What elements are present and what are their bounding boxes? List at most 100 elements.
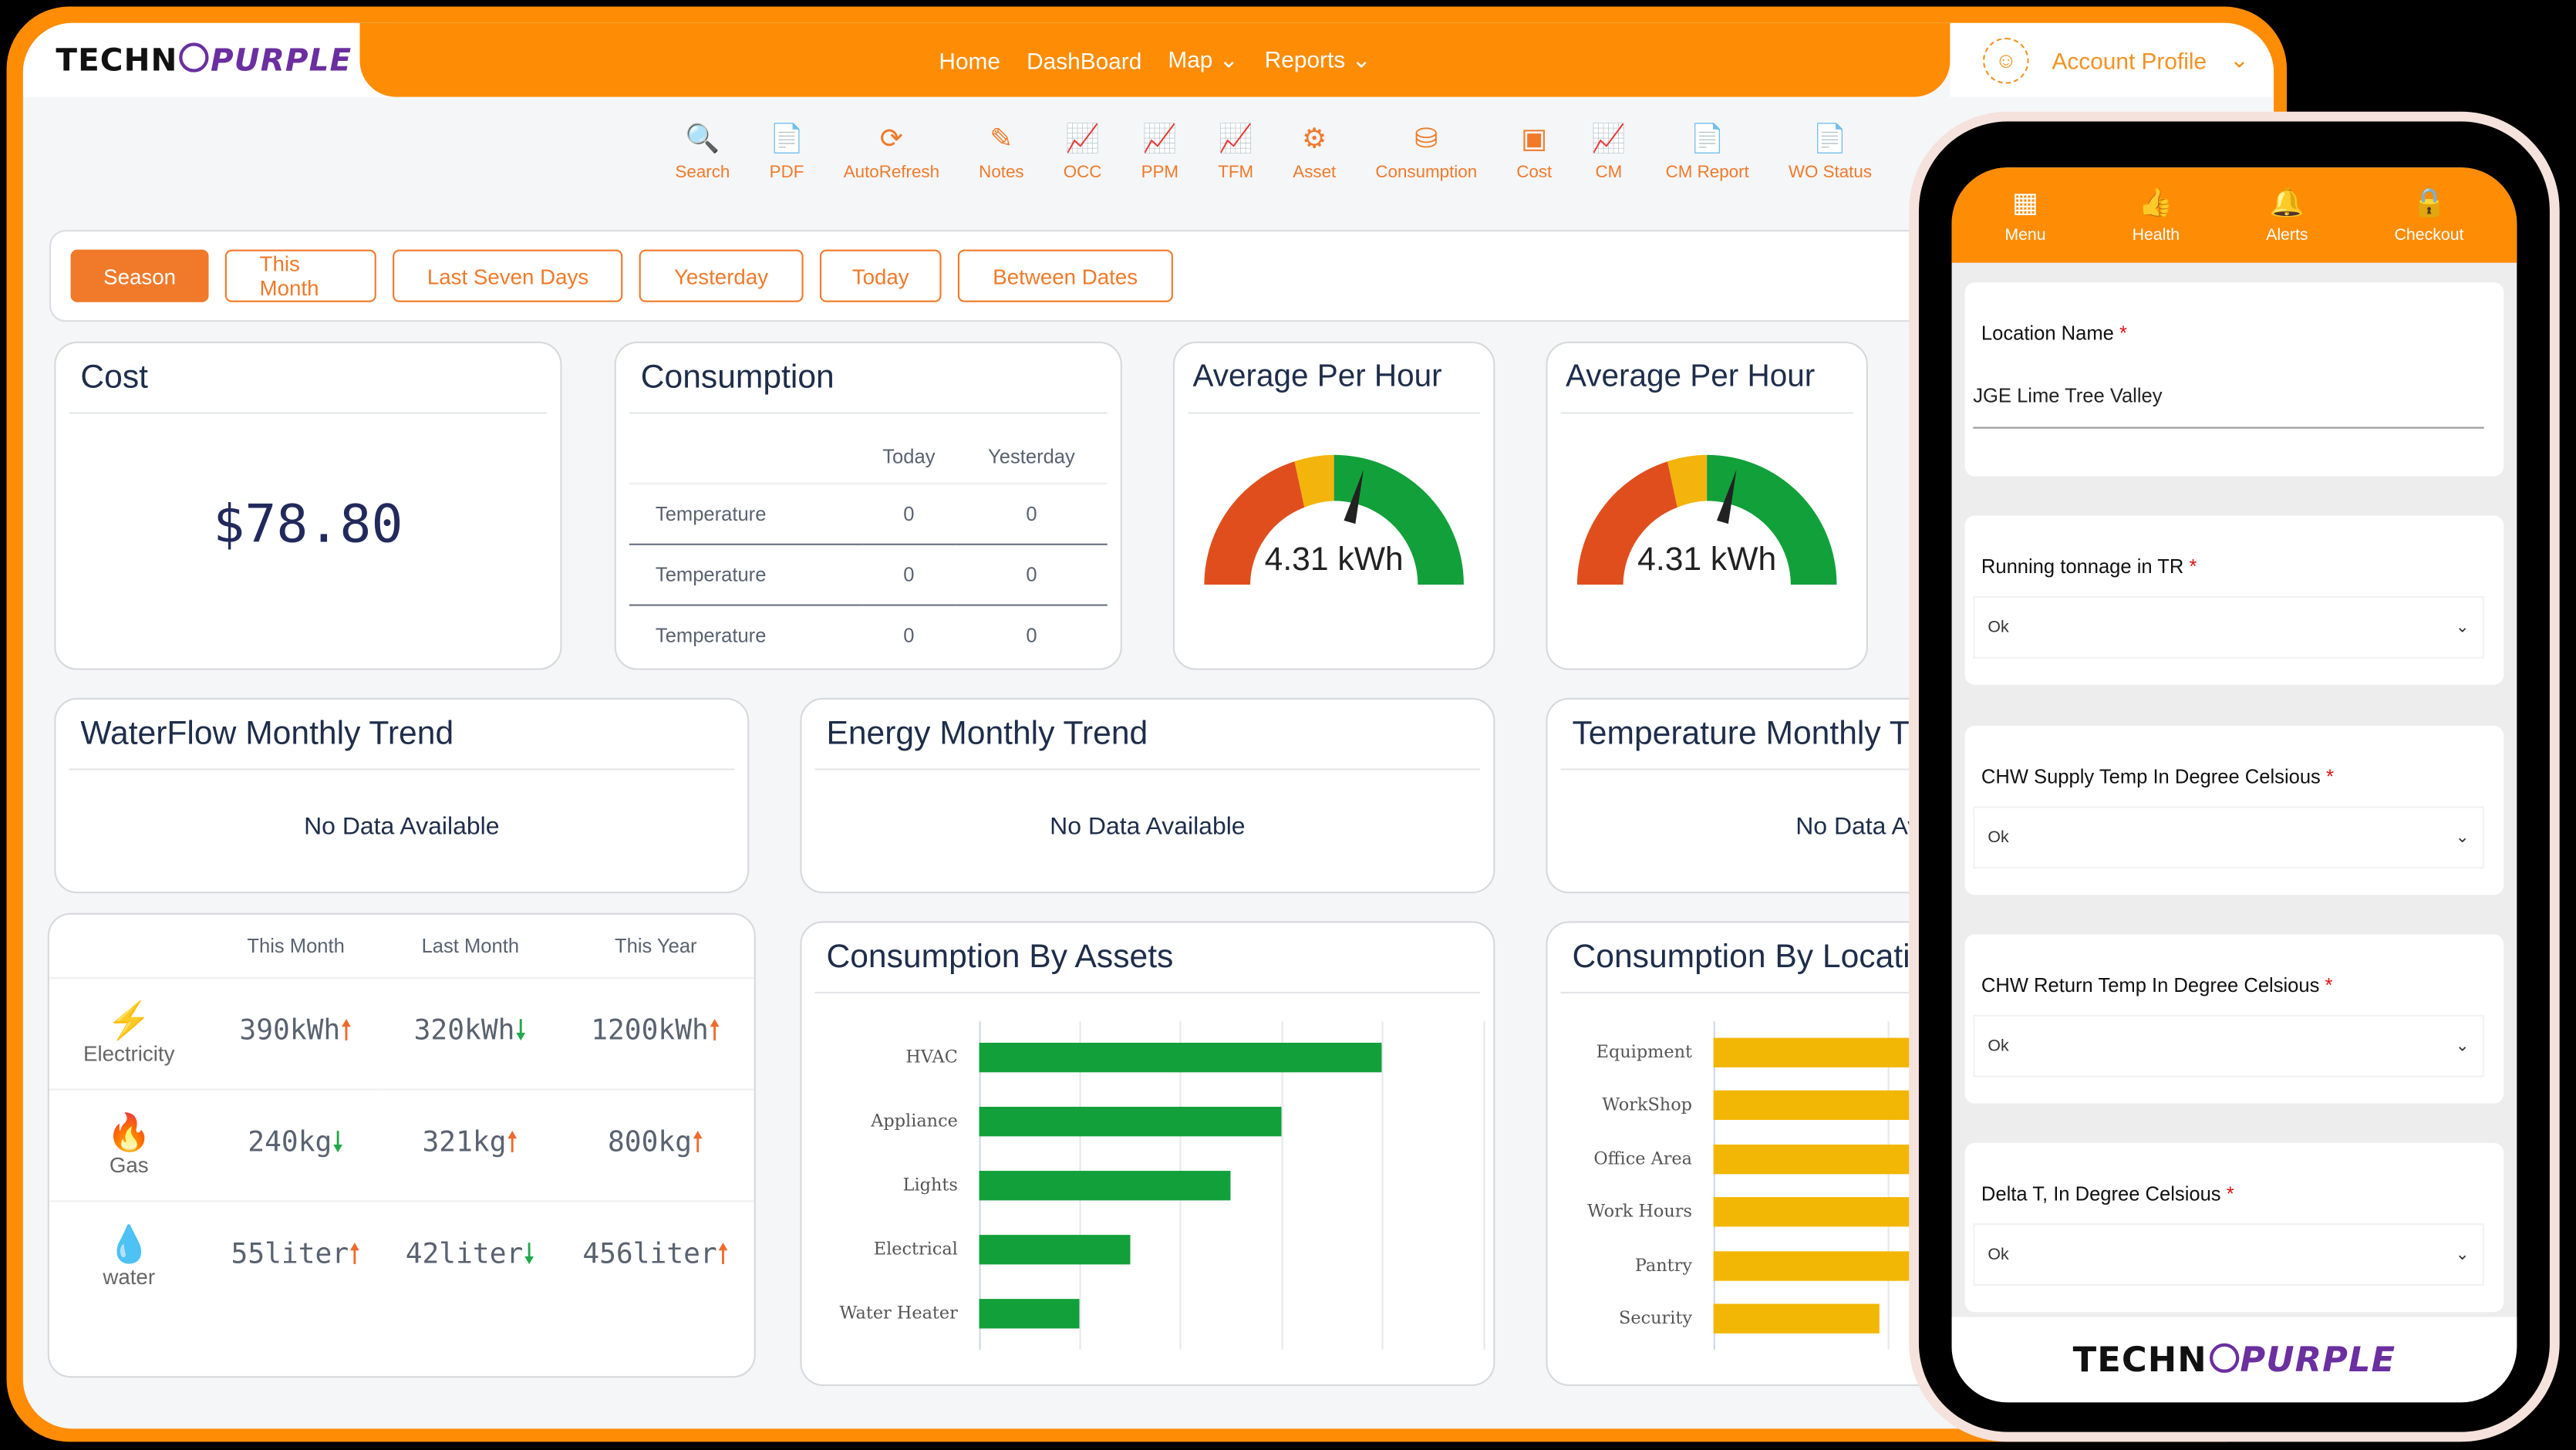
tool-label: TFM <box>1218 162 1254 183</box>
no-data-message: No Data Available <box>304 812 500 841</box>
field-label: Delta T, In Degree Celsious * <box>1981 1182 2234 1206</box>
tool-autorefresh[interactable]: ⟳ AutoRefresh <box>844 122 939 183</box>
mobile-device: ▦ Menu 👍 Health 🔔 Alerts 🔒 Checkout Location… <box>1909 111 2560 1442</box>
utility-table: This Month Last Month This Year ⚡ Electrici… <box>49 914 754 1312</box>
mobile-nav-alerts[interactable]: 🔔 Alerts <box>2266 186 2308 244</box>
account-profile-label: Account Profile <box>2052 46 2207 73</box>
tool-asset[interactable]: ⚙ Asset <box>1293 122 1336 183</box>
top-nav: Home DashBoard Map ⌄ Reports ⌄ <box>359 22 1951 97</box>
chw-supply-temp-select[interactable]: Ok ⌄ <box>1973 806 2484 869</box>
delta-t-select[interactable]: Ok ⌄ <box>1973 1223 2484 1286</box>
gauge-value: 4.31 kWh <box>1264 541 1404 578</box>
nav-map[interactable]: Map ⌄ <box>1168 46 1238 74</box>
mobile-nav-checkout[interactable]: 🔒 Checkout <box>2394 186 2464 244</box>
tool-label: CM <box>1595 162 1623 183</box>
tool-cm-report[interactable]: 📄 CM Report <box>1666 122 1749 183</box>
nav-dashboard[interactable]: DashBoard <box>1027 46 1142 73</box>
bar-water-heater: Water Heater <box>801 1299 1080 1329</box>
gauge-card-2: Average Per Hour 4.31 kWh <box>1546 341 1868 670</box>
filter-season-button[interactable]: Season <box>70 249 209 302</box>
running-tonnage-select[interactable]: Ok ⌄ <box>1973 595 2484 659</box>
gauge-chart: 4.31 kWh <box>1548 443 1866 592</box>
tool-pdf[interactable]: 📄 PDF <box>769 122 804 183</box>
user-avatar-icon: ☺ <box>1983 36 2029 83</box>
assets-bar-chart: HVAC Appliance Lights Electrical Water H… <box>801 1021 1493 1384</box>
coins-icon: ⛁ <box>1414 123 1438 155</box>
row-label: Gas <box>109 1152 149 1178</box>
row-label: water <box>103 1264 156 1290</box>
card-title: Cost <box>80 359 148 396</box>
cost-value: $78.80 <box>213 492 403 555</box>
toolbar: 🔍 Search 📄 PDF ⟳ AutoRefresh ✎ Notes 📈 OCC 📈 P… <box>656 122 1892 183</box>
card-title: Consumption <box>640 359 835 396</box>
tool-cm[interactable]: 📈 CM <box>1591 122 1626 183</box>
location-name-input[interactable]: JGE Lime Tree Valley <box>1973 384 2163 408</box>
arrow-up-icon: 🠕 <box>349 1238 361 1271</box>
tool-ppm[interactable]: 📈 PPM <box>1141 122 1178 183</box>
tool-label: WO Status <box>1788 162 1873 183</box>
nav-home[interactable]: Home <box>939 46 1000 73</box>
arrow-up-icon: 🠕 <box>506 1126 519 1160</box>
line-chart-icon: 📈 <box>1591 123 1627 155</box>
document-icon: 📄 <box>1690 123 1725 155</box>
col-this-month: This Month <box>208 914 383 979</box>
brand-logo[interactable]: TECHN PURPLE <box>22 22 393 97</box>
card-title: Average Per Hour <box>1192 359 1442 394</box>
filter-last-seven-days-button[interactable]: Last Seven Days <box>393 249 623 302</box>
table-row: Temperature 0 0 <box>629 544 1108 606</box>
filter-yesterday-button[interactable]: Yesterday <box>639 249 803 302</box>
utility-summary-card: This Month Last Month This Year ⚡ Electrici… <box>47 912 756 1378</box>
lock-icon: 🔒 <box>2411 186 2447 218</box>
tool-wo-status[interactable]: 📄 WO Status <box>1789 122 1872 183</box>
tool-tfm[interactable]: 📈 TFM <box>1218 122 1253 183</box>
table-row: ⚡ Electricity 390kWh🠕 320kWh🠗 1200kWh🠕 <box>49 977 754 1091</box>
bar-security: Security <box>1548 1303 1880 1334</box>
mobile-footer-logo: TECHN PURPLE <box>1951 1317 2517 1403</box>
search-icon: 🔍 <box>685 123 720 155</box>
line-chart-icon: 📈 <box>1218 123 1253 155</box>
tool-label: OCC <box>1063 162 1102 183</box>
chevron-down-icon: ⌄ <box>2455 618 2470 637</box>
gauge-chart: 4.31 kWh <box>1175 443 1493 592</box>
chw-supply-temp-field: CHW Supply Temp In Degree Celsious * Ok ⌄ <box>1964 726 2504 895</box>
filter-between-dates-button[interactable]: Between Dates <box>958 249 1172 302</box>
filter-this-month-button[interactable]: This Month <box>224 249 376 302</box>
tool-label: Notes <box>979 162 1024 183</box>
arrow-down-icon: 🠗 <box>514 1014 527 1048</box>
refresh-icon: ⟳ <box>879 123 904 155</box>
mobile-bezel: ▦ Menu 👍 Health 🔔 Alerts 🔒 Checkout Location… <box>1918 121 2550 1432</box>
table-row: Temperature 0 0 <box>629 484 1108 545</box>
tool-search[interactable]: 🔍 Search <box>675 122 730 183</box>
tool-notes[interactable]: ✎ Notes <box>979 122 1023 183</box>
tool-occ[interactable]: 📈 OCC <box>1064 122 1102 183</box>
card-title: Consumption By Location <box>1572 939 1947 976</box>
col-yesterday: Yesterday <box>956 430 1108 485</box>
chw-return-temp-field: CHW Return Temp In Degree Celsious * Ok ⌄ <box>1964 934 2504 1104</box>
chevron-down-icon: ⌄ <box>2229 46 2249 72</box>
col-last-month: Last Month <box>383 914 558 979</box>
line-chart-icon: 📈 <box>1065 123 1101 155</box>
field-label: Location Name * <box>1981 322 2127 346</box>
tool-consumption[interactable]: ⛁ Consumption <box>1375 122 1477 183</box>
logo-purple: PURPLE <box>211 42 352 79</box>
bar-pantry: Pantry <box>1548 1251 1968 1281</box>
filter-today-button[interactable]: Today <box>819 249 942 302</box>
consumption-by-assets-card: Consumption By Assets HVAC Appliance Lig… <box>800 921 1495 1386</box>
arrow-up-icon: 🠕 <box>692 1126 704 1160</box>
document-icon: 📄 <box>1812 123 1848 155</box>
account-profile-menu[interactable]: ☺ Account Profile ⌄ <box>1950 22 2274 97</box>
tool-cost[interactable]: ▣ Cost <box>1516 122 1552 183</box>
chw-return-temp-select[interactable]: Ok ⌄ <box>1973 1014 2484 1077</box>
arrow-up-icon: 🠕 <box>340 1014 352 1048</box>
desktop-app: TECHN PURPLE Home DashBoard Map ⌄ Reports… <box>22 22 2274 1429</box>
mobile-nav-health[interactable]: 👍 Health <box>2132 186 2180 244</box>
pdf-icon: 📄 <box>769 123 804 155</box>
bell-icon: 🔔 <box>2269 186 2305 218</box>
bar-electrical: Electrical <box>801 1235 1131 1265</box>
table-row: 💧 water 55liter🠕 42liter🠗 456liter🠕 <box>49 1201 754 1312</box>
tool-label: Asset <box>1293 162 1337 183</box>
mobile-nav-menu[interactable]: ▦ Menu <box>2004 186 2046 244</box>
nav-reports[interactable]: Reports ⌄ <box>1265 46 1371 74</box>
chevron-down-icon: ⌄ <box>1219 46 1239 72</box>
tool-label: PPM <box>1141 162 1179 183</box>
